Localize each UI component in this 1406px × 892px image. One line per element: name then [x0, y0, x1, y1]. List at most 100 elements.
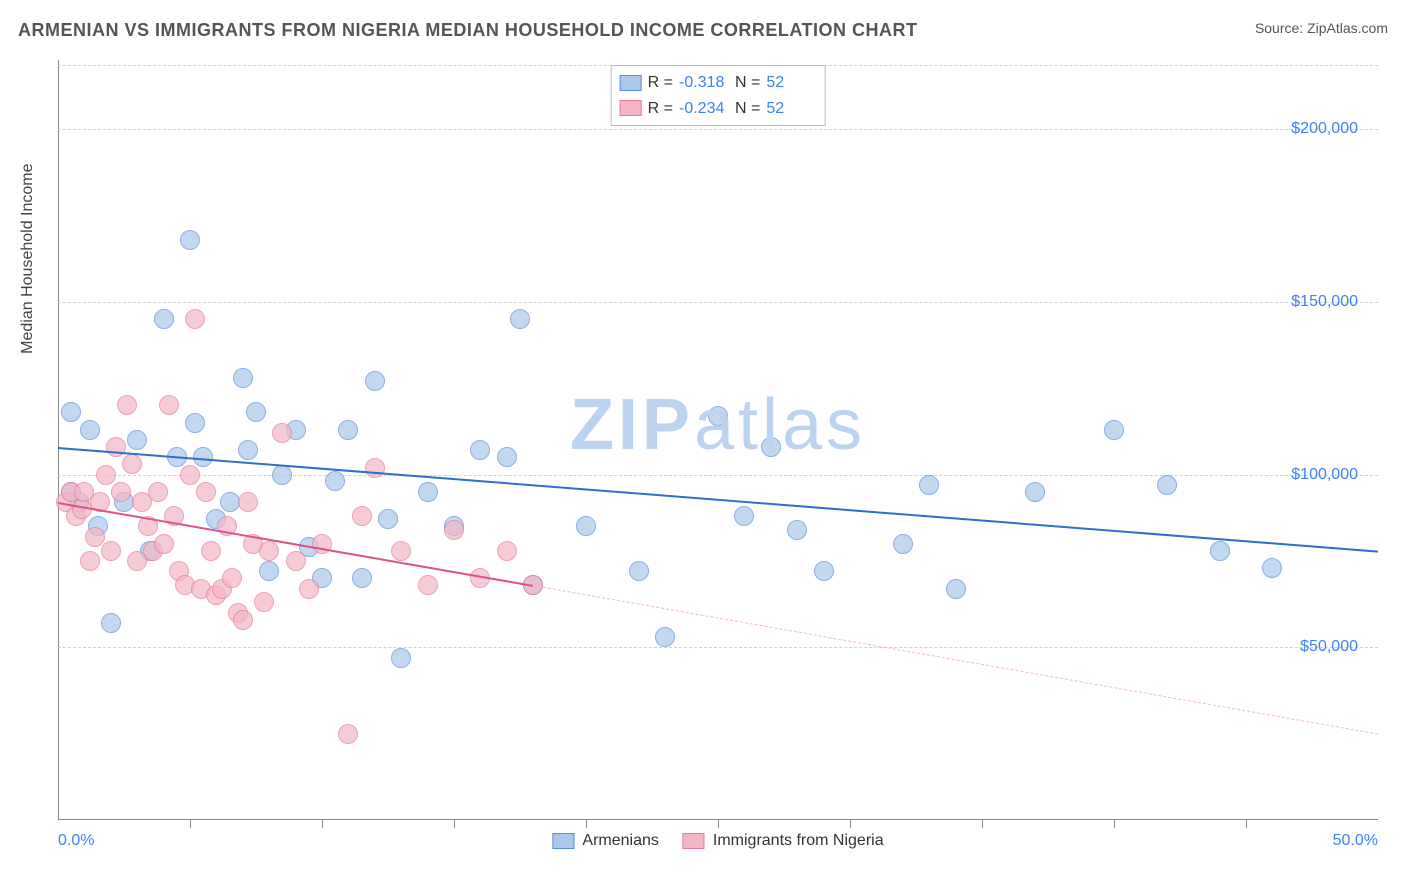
scatter-point	[233, 610, 253, 630]
scatter-point	[299, 579, 319, 599]
scatter-point	[272, 465, 292, 485]
gridline-horizontal	[58, 647, 1378, 648]
scatter-point	[246, 402, 266, 422]
scatter-point	[185, 309, 205, 329]
scatter-point	[946, 579, 966, 599]
y-tick-label: $200,000	[1291, 120, 1358, 138]
legend-row: R =-0.318N =52	[620, 70, 817, 96]
scatter-point	[510, 309, 530, 329]
scatter-point	[259, 561, 279, 581]
scatter-point	[655, 627, 675, 647]
scatter-point	[127, 430, 147, 450]
legend-swatch	[683, 833, 705, 849]
scatter-point	[96, 465, 116, 485]
scatter-point	[272, 423, 292, 443]
scatter-point	[365, 458, 385, 478]
chart-area: Median Household Income ZIPatlas R =-0.3…	[48, 60, 1388, 820]
scatter-point	[180, 465, 200, 485]
legend-n-label: N =	[735, 96, 760, 122]
scatter-point	[919, 475, 939, 495]
scatter-point	[80, 420, 100, 440]
scatter-point	[470, 440, 490, 460]
scatter-point	[80, 551, 100, 571]
legend-r-value: -0.318	[679, 70, 729, 96]
series-legend: Armenians Immigrants from Nigeria	[552, 832, 883, 850]
scatter-point	[734, 506, 754, 526]
x-tick	[1114, 820, 1115, 828]
gridline-horizontal	[58, 302, 1378, 303]
x-tick	[718, 820, 719, 828]
correlation-legend: R =-0.318N =52R =-0.234N =52	[611, 65, 826, 126]
x-tick	[454, 820, 455, 828]
scatter-point	[444, 520, 464, 540]
scatter-point	[101, 613, 121, 633]
scatter-point	[708, 406, 728, 426]
scatter-point	[180, 230, 200, 250]
legend-label: Armenians	[582, 832, 658, 850]
legend-r-label: R =	[648, 70, 673, 96]
scatter-point	[352, 568, 372, 588]
scatter-point	[391, 541, 411, 561]
scatter-point	[576, 516, 596, 536]
scatter-point	[378, 509, 398, 529]
y-axis-label: Median Household Income	[19, 163, 37, 353]
trend-line	[533, 585, 1378, 736]
x-tick	[982, 820, 983, 828]
scatter-point	[787, 520, 807, 540]
scatter-point	[201, 541, 221, 561]
scatter-point	[254, 592, 274, 612]
scatter-point	[814, 561, 834, 581]
scatter-point	[338, 420, 358, 440]
scatter-point	[117, 395, 137, 415]
scatter-point	[365, 371, 385, 391]
legend-swatch	[620, 75, 642, 91]
legend-item: Immigrants from Nigeria	[683, 832, 884, 850]
y-tick-label: $150,000	[1291, 293, 1358, 311]
scatter-point	[154, 534, 174, 554]
scatter-point	[233, 368, 253, 388]
scatter-point	[629, 561, 649, 581]
scatter-point	[185, 413, 205, 433]
x-tick	[190, 820, 191, 828]
scatter-point	[196, 482, 216, 502]
legend-r-label: R =	[648, 96, 673, 122]
scatter-point	[101, 541, 121, 561]
y-axis-line	[58, 60, 59, 820]
scatter-point	[1104, 420, 1124, 440]
trend-line	[58, 502, 534, 587]
scatter-point	[1210, 541, 1230, 561]
x-tick-label: 0.0%	[58, 832, 94, 850]
scatter-point	[352, 506, 372, 526]
scatter-point	[222, 568, 242, 588]
x-tick	[586, 820, 587, 828]
scatter-point	[1157, 475, 1177, 495]
scatter-point	[238, 440, 258, 460]
scatter-point	[1262, 558, 1282, 578]
source-attribution: Source: ZipAtlas.com	[1255, 20, 1388, 36]
gridline-horizontal	[58, 129, 1378, 130]
scatter-point	[238, 492, 258, 512]
legend-label: Immigrants from Nigeria	[713, 832, 884, 850]
scatter-point	[338, 724, 358, 744]
scatter-point	[61, 402, 81, 422]
chart-title: ARMENIAN VS IMMIGRANTS FROM NIGERIA MEDI…	[18, 20, 918, 41]
gridline-horizontal	[58, 475, 1378, 476]
watermark-zip: ZIP	[570, 385, 694, 465]
x-tick	[850, 820, 851, 828]
plot-area: ZIPatlas R =-0.318N =52R =-0.234N =52 Ar…	[58, 60, 1378, 820]
chart-header: ARMENIAN VS IMMIGRANTS FROM NIGERIA MEDI…	[18, 20, 1388, 41]
scatter-point	[761, 437, 781, 457]
scatter-point	[154, 309, 174, 329]
x-tick	[1246, 820, 1247, 828]
legend-item: Armenians	[552, 832, 658, 850]
legend-row: R =-0.234N =52	[620, 96, 817, 122]
legend-swatch	[620, 100, 642, 116]
scatter-point	[497, 541, 517, 561]
scatter-point	[159, 395, 179, 415]
x-tick	[322, 820, 323, 828]
x-tick-label: 50.0%	[1333, 832, 1378, 850]
scatter-point	[391, 648, 411, 668]
scatter-point	[325, 471, 345, 491]
scatter-point	[148, 482, 168, 502]
legend-swatch	[552, 833, 574, 849]
